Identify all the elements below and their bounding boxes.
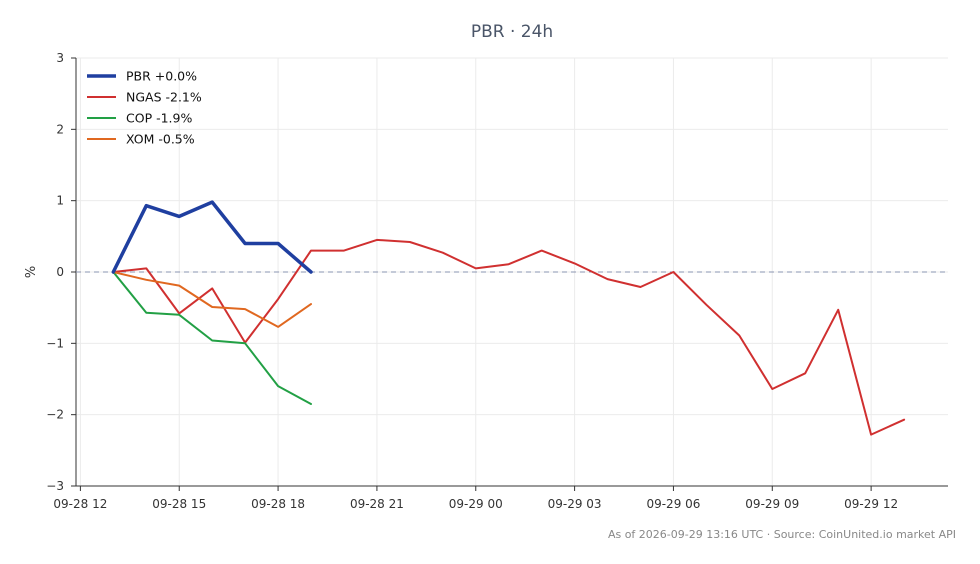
y-tick-label: 3 — [56, 51, 64, 65]
y-tick-label: −1 — [46, 336, 64, 350]
series-line-cop — [112, 271, 312, 405]
y-tick-label: 2 — [56, 122, 64, 136]
chart-title: PBR · 24h — [471, 22, 553, 42]
x-tick-label: 09-29 03 — [548, 497, 602, 511]
series-line-pbr — [111, 200, 313, 274]
legend-label-ngas: NGAS -2.1% — [126, 90, 202, 105]
series-line-ngas — [112, 238, 906, 436]
footer-source: As of 2026-09-29 13:16 UTC · Source: Coi… — [608, 528, 956, 541]
x-tick-label: 09-29 12 — [844, 497, 898, 511]
legend: PBR +0.0% NGAS -2.1% COP -1.9% XOM -0.5% — [87, 69, 202, 147]
legend-label-cop: COP -1.9% — [126, 111, 192, 126]
x-tick-label: 09-28 12 — [53, 497, 107, 511]
x-tick-label: 09-29 06 — [646, 497, 700, 511]
x-tick-label: 09-28 21 — [350, 497, 404, 511]
y-tick-label: −2 — [46, 408, 64, 422]
series — [111, 200, 906, 436]
x-tick-label: 09-28 15 — [152, 497, 206, 511]
y-axis-label: % — [24, 266, 39, 278]
legend-label-pbr: PBR +0.0% — [126, 69, 197, 84]
legend-label-xom: XOM -0.5% — [126, 132, 195, 147]
x-tick-label: 09-29 00 — [449, 497, 503, 511]
y-tick-label: −3 — [46, 479, 64, 493]
series-line-xom — [112, 271, 312, 328]
x-tick-label: 09-29 09 — [745, 497, 799, 511]
y-tick-label: 1 — [56, 194, 64, 208]
ticks: 09-28 12 09-28 15 09-28 18 09-28 21 09-29 00… — [46, 51, 898, 511]
y-tick-label: 0 — [56, 265, 64, 279]
x-tick-label: 09-28 18 — [251, 497, 305, 511]
